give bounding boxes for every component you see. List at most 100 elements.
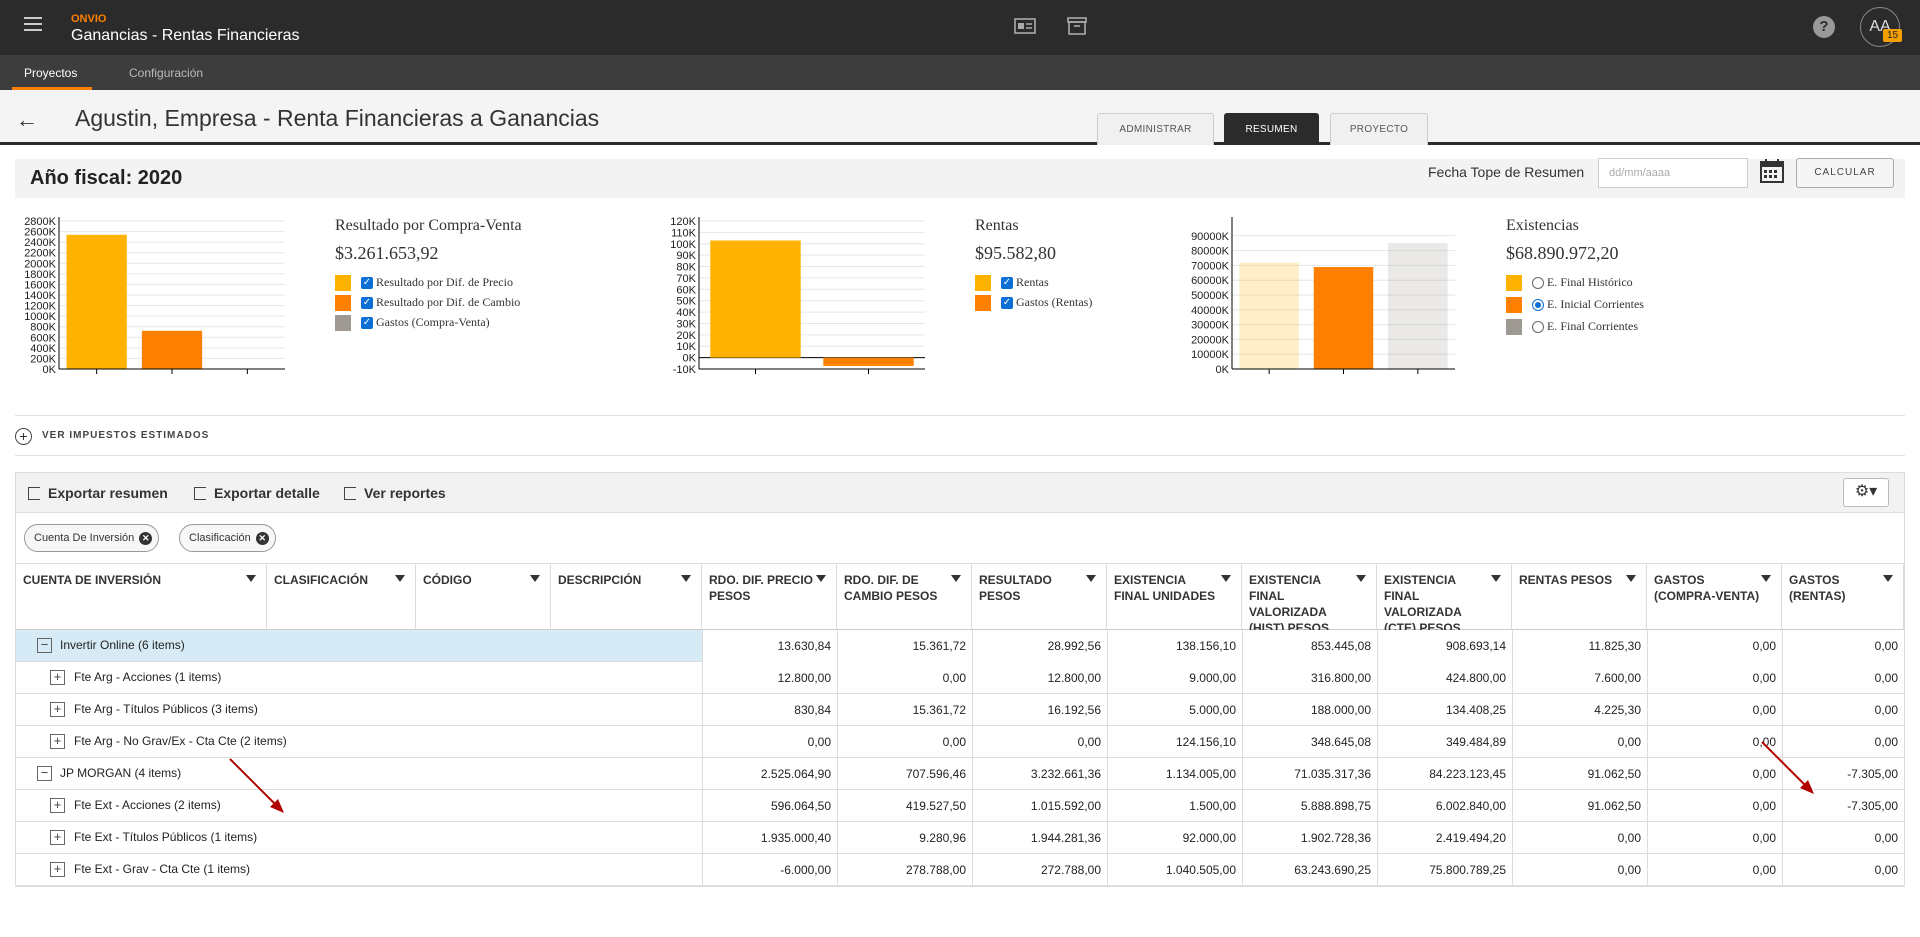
legend-item[interactable]: ✓ Gastos (Compra-Venta): [335, 313, 490, 332]
table-row[interactable]: − JP MORGAN (4 items) 2.525.064,90 707.596,…: [16, 758, 1904, 790]
dropdown-arrow-icon[interactable]: [951, 575, 961, 582]
legend-item[interactable]: E. Final Histórico: [1506, 273, 1633, 292]
table-row[interactable]: + Fte Arg - Acciones (1 items) 12.800,00 0,…: [16, 662, 1904, 694]
bar[interactable]: [1239, 262, 1299, 369]
chip-cuenta[interactable]: Cuenta De Inversión ✕: [24, 524, 160, 552]
bar[interactable]: [823, 357, 914, 366]
checkbox[interactable]: ✓: [361, 297, 373, 310]
collapse-icon[interactable]: −: [37, 638, 52, 653]
column-header[interactable]: CLASIFICACIÓN: [267, 564, 416, 630]
bar[interactable]: [1313, 267, 1374, 369]
table-row[interactable]: + Fte Ext - Acciones (2 items) 596.064,50 4…: [16, 790, 1904, 822]
export-summary-button[interactable]: Exportar resumen: [28, 485, 168, 501]
radio[interactable]: [1532, 277, 1544, 290]
bar[interactable]: [710, 240, 801, 358]
chart-title-compra-venta: Resultado por Compra-Venta: [335, 217, 522, 234]
bar[interactable]: [1388, 243, 1448, 369]
calendar-icon[interactable]: [1760, 158, 1784, 184]
annotation-arrow: [229, 758, 284, 813]
bar[interactable]: [66, 234, 127, 369]
checkbox[interactable]: ✓: [361, 277, 373, 290]
tab-proyecto[interactable]: PROYECTO: [1330, 113, 1428, 145]
dropdown-arrow-icon[interactable]: [1221, 575, 1231, 582]
help-icon[interactable]: ?: [1813, 16, 1835, 38]
dropdown-arrow-icon[interactable]: [1883, 575, 1893, 582]
dropdown-arrow-icon[interactable]: [1626, 575, 1636, 582]
export-detail-button[interactable]: Exportar detalle: [194, 485, 320, 501]
expand-icon[interactable]: +: [50, 830, 65, 845]
menu-icon[interactable]: [24, 17, 42, 31]
column-header[interactable]: EXISTENCIA FINAL VALORIZADA (HIST) PESOS: [1242, 564, 1377, 635]
column-header[interactable]: GASTOS (COMPRA-VENTA): [1647, 564, 1782, 630]
expand-icon[interactable]: +: [50, 862, 65, 877]
dropdown-arrow-icon[interactable]: [246, 575, 256, 582]
table-cell: 0,00: [1647, 726, 1782, 758]
table-cell: 12.800,00: [702, 662, 837, 694]
table-cell: 71.035.317,36: [1242, 758, 1377, 790]
tab-proyectos[interactable]: Proyectos: [24, 66, 78, 80]
chart-total-existencias: $68.890.972,20: [1506, 243, 1619, 263]
legend-swatch: [335, 315, 351, 332]
radio[interactable]: [1532, 321, 1544, 334]
tab-administrar[interactable]: ADMINISTRAR: [1097, 113, 1214, 145]
column-header[interactable]: RESULTADO PESOS: [972, 564, 1107, 630]
id-card-icon[interactable]: [1014, 16, 1036, 36]
close-icon[interactable]: ✕: [255, 532, 269, 545]
checkbox[interactable]: ✓: [361, 317, 373, 330]
legend-item[interactable]: E. Inicial Corrientes: [1506, 295, 1644, 314]
tab-resumen[interactable]: RESUMEN: [1224, 113, 1319, 145]
column-header[interactable]: CÓDIGO: [416, 564, 551, 630]
legend-item[interactable]: ✓ Gastos (Rentas): [975, 293, 1092, 312]
reports-button[interactable]: Ver reportes: [344, 485, 446, 501]
back-arrow-icon[interactable]: ←: [16, 107, 38, 132]
collapse-icon[interactable]: −: [37, 766, 52, 781]
dropdown-arrow-icon[interactable]: [816, 575, 826, 582]
table-row[interactable]: + Fte Arg - No Grav/Ex - Cta Cte (2 items…: [16, 726, 1904, 758]
checkbox[interactable]: ✓: [1001, 297, 1013, 310]
radio-selected[interactable]: [1532, 299, 1544, 312]
table-row[interactable]: + Fte Ext - Títulos Públicos (1 items) 1.9…: [16, 822, 1904, 854]
column-header[interactable]: EXISTENCIA FINAL VALORIZADA (CTE) PESOS: [1377, 564, 1512, 635]
dropdown-arrow-icon[interactable]: [1761, 575, 1771, 582]
dropdown-arrow-icon[interactable]: [681, 575, 691, 582]
archive-icon[interactable]: [1066, 16, 1088, 36]
dropdown-arrow-icon[interactable]: [1086, 575, 1096, 582]
legend-item[interactable]: ✓ Rentas: [975, 273, 1049, 292]
dropdown-arrow-icon[interactable]: [1356, 575, 1366, 582]
table-row[interactable]: − Invertir Online (6 items) 13.630,84 15.36…: [16, 630, 1904, 662]
checkbox[interactable]: ✓: [1001, 277, 1013, 290]
legend-item[interactable]: E. Final Corrientes: [1506, 317, 1638, 336]
column-header-label: RENTAS PESOS: [1519, 573, 1613, 587]
expand-icon[interactable]: +: [50, 798, 65, 813]
column-header[interactable]: DESCRIPCIÓN: [551, 564, 702, 630]
column-header[interactable]: RDO. DIF. DE CAMBIO PESOS: [837, 564, 972, 630]
table-cell: 91.062,50: [1512, 758, 1647, 790]
table-row[interactable]: + Fte Ext - Grav - Cta Cte (1 items) -6.00…: [16, 854, 1904, 886]
legend-item[interactable]: ✓ Resultado por Dif. de Cambio: [335, 293, 520, 312]
column-header[interactable]: CUENTA DE INVERSIÓN: [16, 564, 267, 630]
dropdown-arrow-icon[interactable]: [530, 575, 540, 582]
chip-clasificacion[interactable]: Clasificación ✕: [179, 524, 276, 552]
table-cell: 7.600,00: [1512, 662, 1647, 694]
dropdown-arrow-icon[interactable]: [1491, 575, 1501, 582]
column-header[interactable]: EXISTENCIA FINAL UNIDADES: [1107, 564, 1242, 630]
gear-icon[interactable]: ⚙▾: [1843, 478, 1889, 507]
legend-item[interactable]: ✓ Resultado por Dif. de Precio: [335, 273, 513, 292]
y-tick-label: 40000K: [1191, 305, 1230, 317]
close-icon[interactable]: ✕: [139, 532, 153, 545]
calculate-button[interactable]: CALCULAR: [1796, 158, 1894, 188]
column-header[interactable]: RENTAS PESOS: [1512, 564, 1647, 630]
dropdown-arrow-icon[interactable]: [395, 575, 405, 582]
column-header[interactable]: RDO. DIF. PRECIO PESOS: [702, 564, 837, 630]
tab-configuracion[interactable]: Configuración: [129, 66, 204, 80]
taxes-toggle[interactable]: VER IMPUESTOS ESTIMADOS: [42, 430, 210, 441]
table-row[interactable]: + Fte Arg - Títulos Públicos (3 items) 830…: [16, 694, 1904, 726]
y-tick-label: -10K: [673, 364, 697, 374]
expand-icon[interactable]: +: [50, 670, 65, 685]
expand-icon[interactable]: +: [50, 734, 65, 749]
expand-icon[interactable]: +: [50, 702, 65, 717]
expand-plus-icon[interactable]: +: [15, 428, 32, 445]
bar[interactable]: [141, 330, 203, 369]
column-header[interactable]: GASTOS (RENTAS): [1782, 564, 1904, 630]
date-input[interactable]: dd/mm/aaaa: [1598, 158, 1748, 188]
